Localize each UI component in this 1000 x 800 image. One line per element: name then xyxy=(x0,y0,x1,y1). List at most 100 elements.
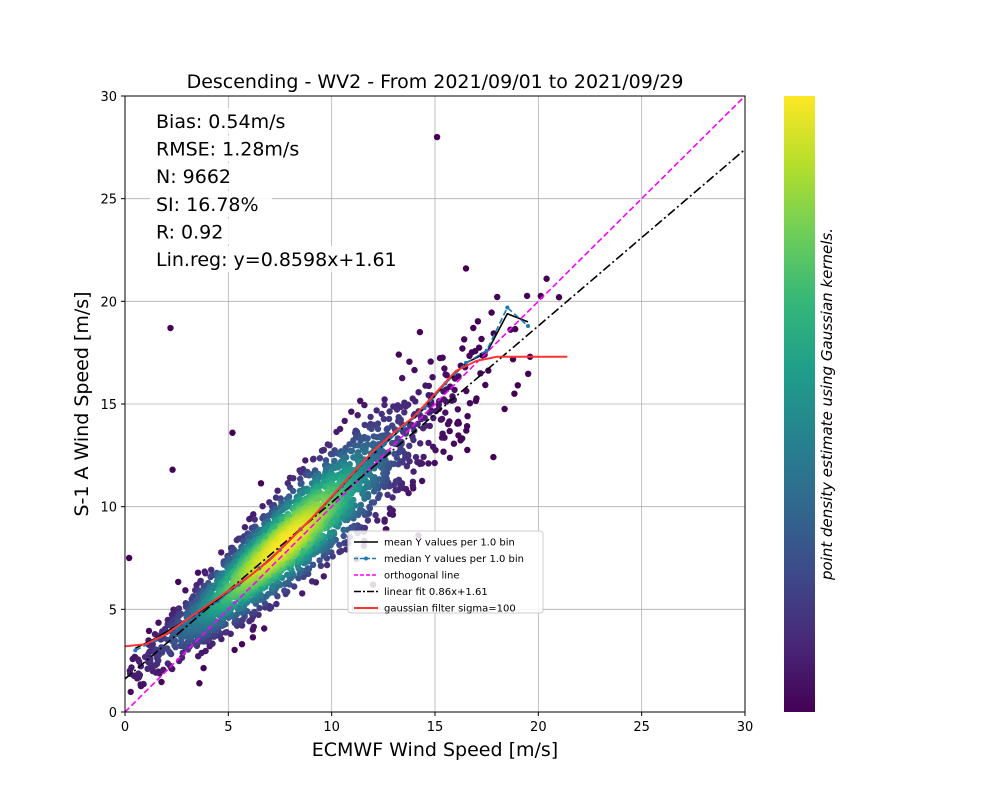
scatter-point xyxy=(155,668,162,675)
scatter-point xyxy=(357,397,364,404)
scatter-point xyxy=(464,446,471,454)
y-axis-ticks: 0 5 10 15 20 25 30 xyxy=(100,90,125,721)
scatter-point xyxy=(368,499,376,506)
scatter-point xyxy=(386,510,394,518)
scatter-point xyxy=(341,539,348,547)
scatter-point xyxy=(238,641,246,648)
stats-line-bg xyxy=(150,135,306,162)
scatter-point xyxy=(411,366,418,374)
scatter-point xyxy=(290,475,297,482)
median-marker xyxy=(526,323,530,328)
scatter-point xyxy=(482,381,489,389)
scatter-point xyxy=(426,401,433,408)
scatter-point xyxy=(490,453,497,461)
scatter-point xyxy=(419,425,427,432)
outlier-point xyxy=(169,466,176,473)
scatter-point xyxy=(386,505,394,512)
scatter-point xyxy=(437,416,445,423)
colorbar-label: point density estimate using Gaussian ke… xyxy=(818,228,836,581)
x-tick-label: 0 xyxy=(121,720,129,735)
scatter-point xyxy=(399,374,406,382)
scatter-point xyxy=(395,351,402,358)
scatter-point xyxy=(415,389,422,396)
scatter-point xyxy=(381,401,388,409)
scatter-point xyxy=(259,503,266,510)
scatter-point xyxy=(251,516,258,523)
scatter-point xyxy=(147,664,154,671)
scatter-point xyxy=(364,517,372,524)
scatter-point xyxy=(172,637,179,644)
scatter-point xyxy=(178,654,186,661)
scatter-point xyxy=(198,649,205,657)
scatter-point xyxy=(341,417,348,425)
scatter-point xyxy=(380,470,387,477)
stats-line-bg xyxy=(150,246,418,272)
scatter-point xyxy=(208,566,215,573)
stats-line: Bias: 0.54m/s xyxy=(156,111,285,133)
scatter-point xyxy=(430,414,437,422)
scatter-point xyxy=(334,464,342,471)
legend-box xyxy=(347,530,544,614)
scatter-point xyxy=(331,458,338,465)
scatter-point xyxy=(299,590,306,597)
scatter-point xyxy=(182,587,189,594)
scatter-point xyxy=(474,318,482,325)
scatter-point xyxy=(218,549,225,556)
legend-label: linear fit 0.86x+1.61 xyxy=(384,587,488,598)
scatter-point xyxy=(459,345,466,352)
scatter-point xyxy=(340,532,347,540)
median-marker xyxy=(133,648,138,653)
scatter-point xyxy=(274,487,281,494)
stats-line-bg xyxy=(150,190,272,217)
scatter-point xyxy=(231,646,238,654)
scatter-point xyxy=(155,619,162,626)
scatter-point xyxy=(348,408,355,415)
scatter-point xyxy=(406,358,413,365)
scatter-point xyxy=(361,421,368,429)
series-line xyxy=(134,306,529,652)
scatter-point xyxy=(261,625,268,632)
scatter-point xyxy=(257,480,265,487)
scatter-point xyxy=(281,587,288,594)
scatter-point xyxy=(368,425,375,433)
scatter-point xyxy=(436,354,444,362)
stats-line-bg xyxy=(150,163,239,190)
outlier-point xyxy=(462,265,470,272)
scatter-point xyxy=(416,328,424,336)
scatter-point xyxy=(457,437,464,444)
scatter-point xyxy=(309,561,317,568)
stats-line: RMSE: 1.28m/s xyxy=(156,139,299,161)
scatter-point xyxy=(418,477,426,485)
scatter-point xyxy=(147,655,154,662)
scatter-point xyxy=(364,435,371,442)
scatter-point xyxy=(472,397,480,404)
scatter-point xyxy=(412,453,420,461)
scatter-point xyxy=(354,412,361,419)
x-axis-label: ECMWF Wind Speed [m/s] xyxy=(312,739,558,761)
median-marker xyxy=(464,360,468,365)
x-tick-label: 10 xyxy=(323,720,340,735)
scatter-point xyxy=(374,425,382,433)
scatter-point xyxy=(429,443,437,450)
stats-line: R: 0.92 xyxy=(156,221,223,243)
series-line xyxy=(124,95,746,713)
scatter-point xyxy=(222,629,229,636)
scatter-point xyxy=(361,401,368,409)
scatter-point xyxy=(385,415,393,423)
scatter-point xyxy=(461,336,468,343)
stats-line-bg xyxy=(150,218,239,245)
scatter-point xyxy=(128,664,135,671)
scatter-point xyxy=(450,440,458,447)
x-axis-ticks: 0 5 10 15 20 25 30 xyxy=(121,712,753,735)
scatter-point xyxy=(381,516,388,523)
scatter-point xyxy=(442,371,449,378)
scatter-point xyxy=(523,292,531,300)
scatter-point xyxy=(466,400,474,407)
scatter-point xyxy=(383,426,390,433)
scatter-point xyxy=(316,557,323,564)
outlier-point xyxy=(229,429,236,436)
scatter-point xyxy=(464,413,471,420)
y-tick-label: 15 xyxy=(100,398,117,413)
stats-line: SI: 16.78% xyxy=(156,194,259,216)
scatter-point xyxy=(511,390,518,397)
